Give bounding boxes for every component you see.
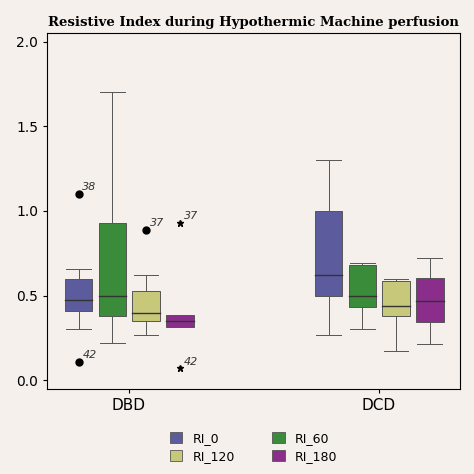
Bar xyxy=(65,279,92,311)
Bar xyxy=(99,223,126,316)
Text: 42: 42 xyxy=(183,356,198,367)
Bar xyxy=(383,281,410,316)
Text: 38: 38 xyxy=(82,182,97,192)
Legend: RI_0, RI_120, RI_60, RI_180: RI_0, RI_120, RI_60, RI_180 xyxy=(165,427,342,468)
Text: 42: 42 xyxy=(82,350,97,360)
Bar xyxy=(416,278,444,322)
Text: 37: 37 xyxy=(183,211,198,221)
Bar xyxy=(315,211,342,296)
Bar xyxy=(166,315,193,327)
Title: Resistive Index during Hypothermic Machine perfusion: Resistive Index during Hypothermic Machi… xyxy=(48,16,459,29)
Bar xyxy=(132,292,160,321)
Text: 37: 37 xyxy=(150,218,164,228)
Bar xyxy=(348,265,376,308)
